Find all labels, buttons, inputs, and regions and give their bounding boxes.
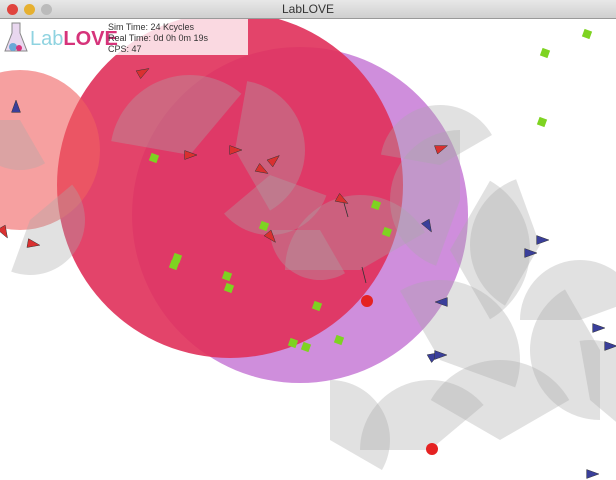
red-dot <box>361 295 373 307</box>
predator-agent <box>0 224 8 239</box>
close-button[interactable] <box>7 4 18 15</box>
title-bar: LabLOVE <box>0 0 616 19</box>
prey-agent <box>536 235 550 245</box>
vision-cone <box>450 180 530 320</box>
real-time: Real Time: 0d 0h 0m 19s <box>108 33 209 43</box>
prey-agent <box>586 469 600 479</box>
red-zone <box>0 70 100 230</box>
zoom-button[interactable] <box>41 4 52 15</box>
cps: CPS: 47 <box>108 44 142 54</box>
vision-cone <box>285 195 425 270</box>
food-item <box>221 270 233 282</box>
agent-heading <box>343 202 349 218</box>
prey-agent <box>11 99 21 113</box>
vision-cone <box>390 130 460 266</box>
agent-heading <box>361 266 367 284</box>
food-item <box>311 300 323 312</box>
prey-agent <box>420 218 432 233</box>
prey-agent <box>592 323 606 333</box>
predator-agent <box>254 162 269 174</box>
vision-cone <box>111 75 242 155</box>
food-item <box>381 226 393 238</box>
food-item <box>370 199 382 211</box>
predator-agent <box>263 229 276 243</box>
vision-cone <box>11 184 86 275</box>
vision-cone <box>380 105 492 165</box>
prey-agent <box>434 350 448 360</box>
food-item <box>171 252 183 264</box>
food-item <box>168 259 180 271</box>
vision-cone <box>400 279 520 388</box>
minimize-button[interactable] <box>24 4 35 15</box>
red-zone <box>57 19 403 358</box>
vision-cone <box>360 380 484 450</box>
prey-agent <box>434 297 448 307</box>
predator-agent <box>26 238 41 248</box>
vision-cone <box>235 81 305 211</box>
red-dot <box>426 443 438 455</box>
vision-cone <box>0 120 45 170</box>
predator-agent <box>266 155 280 168</box>
food-item <box>539 47 551 59</box>
predator-agent <box>434 145 449 155</box>
food-item <box>148 152 160 164</box>
vision-cone <box>520 260 616 320</box>
logo-lab: Lab <box>30 28 64 50</box>
hud-panel: LabLOVE Sim Time: 24 Kcycles Real Time: … <box>0 19 248 55</box>
food-item <box>581 28 593 40</box>
stats: Sim Time: 24 Kcycles Real Time: 0d 0h 0m… <box>108 22 208 55</box>
food-item <box>333 334 345 346</box>
flask-icon <box>4 22 28 52</box>
predator-agent <box>135 68 150 80</box>
vision-cone <box>224 175 327 235</box>
predator-agent <box>334 192 349 204</box>
window-title: LabLOVE <box>281 2 335 16</box>
logo-love: LOVE <box>63 28 118 50</box>
vision-cone <box>530 289 600 420</box>
simulation-canvas[interactable] <box>0 19 616 480</box>
lablove-logo: LabLOVE <box>4 21 118 55</box>
prey-agent <box>524 248 538 258</box>
sim-time: Sim Time: 24 Kcycles <box>108 22 195 32</box>
vision-cone <box>469 179 540 306</box>
food-item <box>223 282 235 294</box>
food-item <box>300 341 312 353</box>
food-item <box>258 220 270 232</box>
predator-agent <box>184 150 198 160</box>
vision-cone <box>270 230 345 280</box>
vision-cone <box>330 380 390 470</box>
vision-cone <box>430 360 570 440</box>
vision-cone <box>579 340 616 422</box>
logo-text: LabLOVE <box>30 28 118 51</box>
predator-agent <box>229 145 243 155</box>
food-item <box>287 337 299 349</box>
prey-agent <box>604 341 616 351</box>
food-item <box>536 116 548 128</box>
